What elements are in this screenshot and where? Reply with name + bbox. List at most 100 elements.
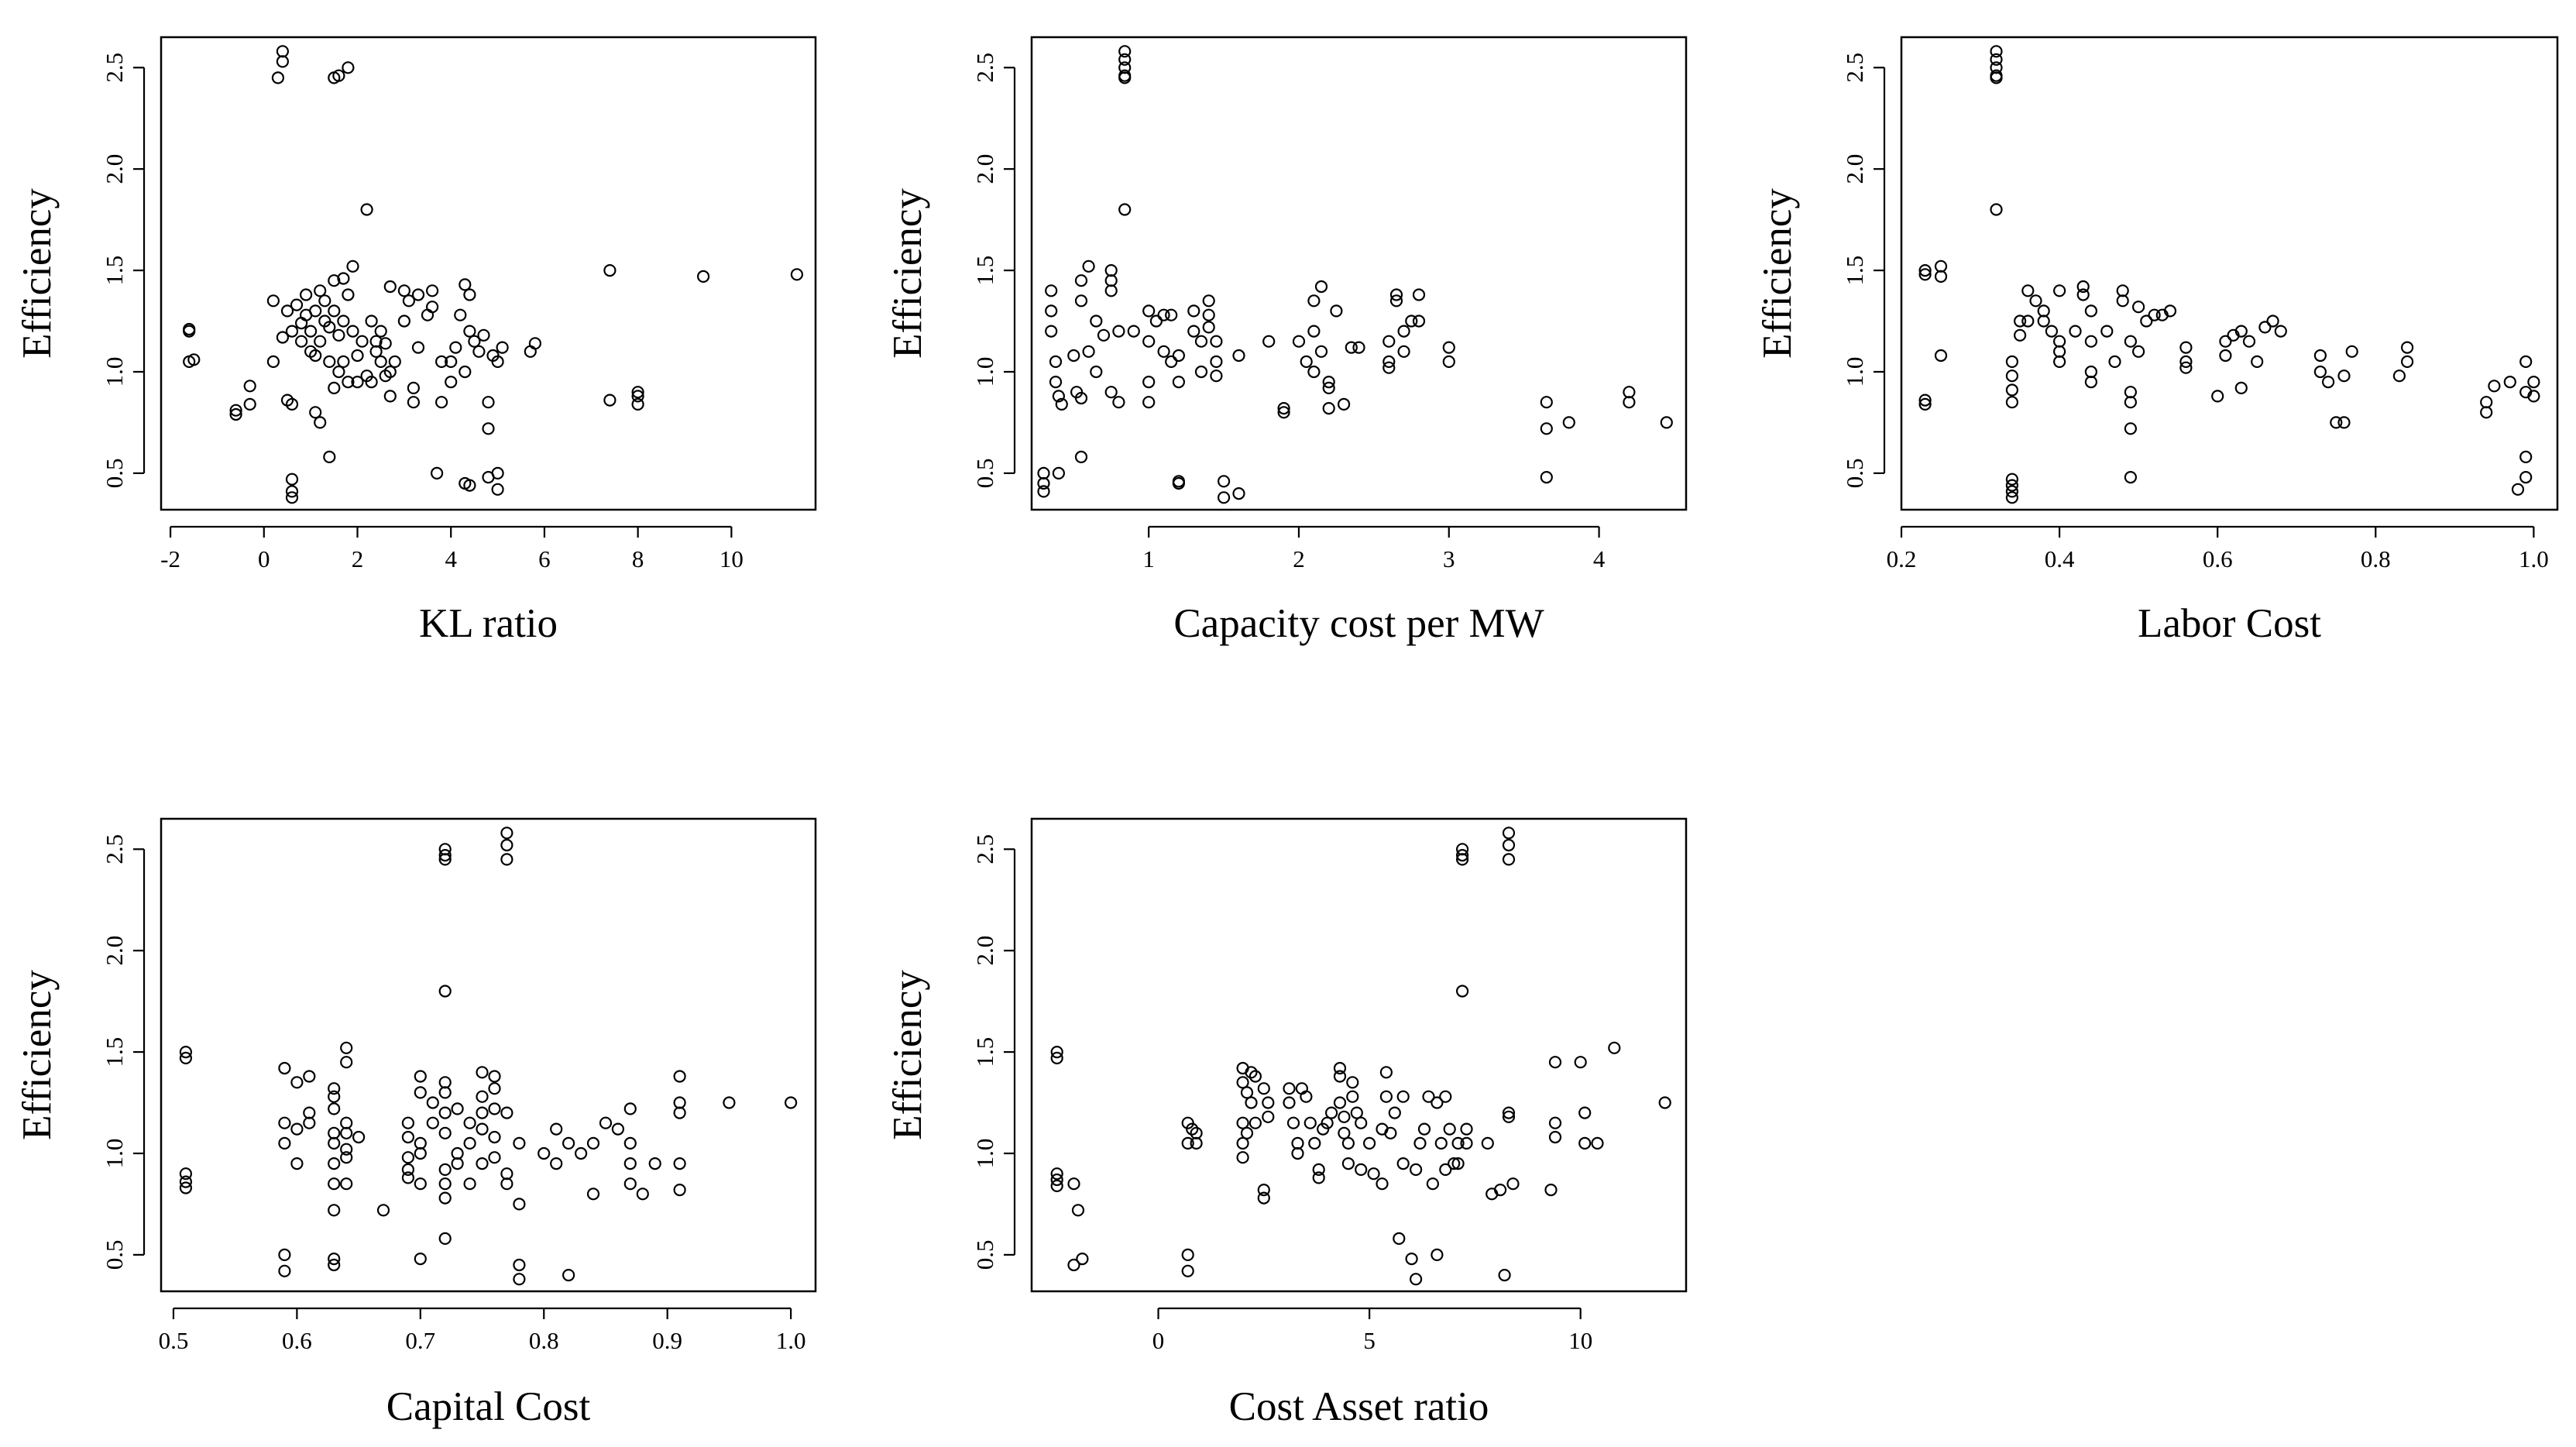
y-tick-label: 1.0 <box>101 1139 128 1169</box>
data-point <box>374 325 387 338</box>
data-point <box>1333 1096 1347 1109</box>
data-point <box>1277 406 1290 419</box>
x-tick-label: 5 <box>1363 1327 1376 1354</box>
data-point <box>438 853 452 866</box>
data-point <box>1082 345 1095 358</box>
data-point <box>2124 386 2137 399</box>
x-tick-label: 0 <box>258 545 270 572</box>
data-point <box>179 1045 192 1059</box>
data-point <box>1338 1110 1351 1123</box>
data-point <box>2511 483 2525 496</box>
data-point <box>314 335 327 348</box>
data-point <box>430 466 444 480</box>
data-point <box>723 1096 736 1109</box>
x-tick-label: 1.0 <box>776 1327 806 1354</box>
data-point <box>603 264 617 277</box>
data-point <box>438 1163 452 1177</box>
x-tick-label: 1 <box>1142 545 1155 572</box>
data-point <box>623 1177 637 1191</box>
data-point <box>1157 308 1170 321</box>
data-point <box>1307 294 1321 308</box>
y-tick-label: 2.0 <box>1841 154 1868 184</box>
data-point <box>476 1157 489 1170</box>
data-point <box>401 1151 415 1164</box>
data-point <box>285 325 299 338</box>
data-point <box>1187 325 1200 338</box>
data-point <box>538 1146 551 1160</box>
data-point <box>1291 1136 1304 1150</box>
data-point <box>1389 288 1403 301</box>
y-axis: 0.5 1.0 1.5 2.0 2.5 <box>971 834 1016 1270</box>
data-point <box>438 1076 452 1089</box>
data-point <box>1442 355 1455 368</box>
data-point <box>2029 294 2042 308</box>
y-tick-label: 1.5 <box>971 256 998 286</box>
data-point <box>1194 335 1208 348</box>
data-point <box>1050 1045 1063 1059</box>
data-point <box>374 355 387 368</box>
data-point <box>1240 1126 1254 1139</box>
data-point <box>463 1116 476 1129</box>
data-point <box>1067 1177 1080 1191</box>
data-point <box>2084 304 2097 318</box>
data-point <box>463 479 476 492</box>
data-point <box>1283 1096 1296 1109</box>
data-point <box>411 341 425 354</box>
data-point <box>304 325 318 338</box>
data-point <box>631 397 644 411</box>
data-point <box>179 1181 192 1194</box>
data-point <box>2527 390 2540 403</box>
data-point <box>2100 325 2114 338</box>
data-point <box>314 284 327 297</box>
data-point <box>1050 1167 1063 1181</box>
data-point <box>1300 355 1313 368</box>
data-point <box>229 404 242 417</box>
data-point <box>328 304 341 318</box>
data-point <box>340 1116 353 1129</box>
x-tick-label: 0.8 <box>529 1327 559 1354</box>
data-point <box>1405 1252 1418 1266</box>
y-tick-label: 2.0 <box>971 936 998 966</box>
data-point <box>1314 280 1328 294</box>
data-point <box>449 341 462 354</box>
data-point <box>2124 422 2137 435</box>
data-point <box>2519 470 2533 484</box>
data-point <box>1217 475 1231 488</box>
data-point <box>2124 470 2137 484</box>
data-point <box>1388 1106 1401 1119</box>
data-point <box>1623 386 1636 399</box>
data-point <box>1245 1096 1258 1109</box>
data-point <box>414 1070 427 1083</box>
data-point <box>1455 848 1469 862</box>
data-point <box>1037 485 1050 498</box>
data-point <box>1346 1076 1359 1089</box>
y-axis: 0.5 1.0 1.5 2.0 2.5 <box>101 53 146 488</box>
data-point <box>1455 853 1469 866</box>
data-point <box>1071 1204 1085 1217</box>
data-point <box>550 1122 563 1136</box>
data-point <box>369 335 383 348</box>
data-point <box>1257 1183 1270 1197</box>
data-point <box>2258 321 2272 334</box>
data-point <box>790 268 804 281</box>
data-point <box>2005 355 2018 368</box>
y-axis-title: Efficiency <box>1755 188 1800 359</box>
data-point <box>451 1146 464 1160</box>
data-point <box>1562 416 1575 429</box>
x-axis: 0.5 0.6 0.7 0.8 0.9 1.0 <box>159 1307 806 1354</box>
data-point <box>328 1082 341 1095</box>
data-point <box>500 1177 513 1191</box>
data-point <box>524 345 537 358</box>
data-point <box>2037 314 2050 328</box>
data-point <box>1330 304 1343 318</box>
data-point <box>1202 321 1215 334</box>
data-point <box>476 1122 489 1136</box>
data-point <box>438 848 452 862</box>
data-point <box>365 314 378 328</box>
data-point <box>346 325 359 338</box>
data-point <box>332 328 345 342</box>
data-point <box>1312 1163 1325 1177</box>
data-point <box>2345 345 2358 358</box>
data-point <box>1307 325 1321 338</box>
data-point <box>454 308 467 321</box>
